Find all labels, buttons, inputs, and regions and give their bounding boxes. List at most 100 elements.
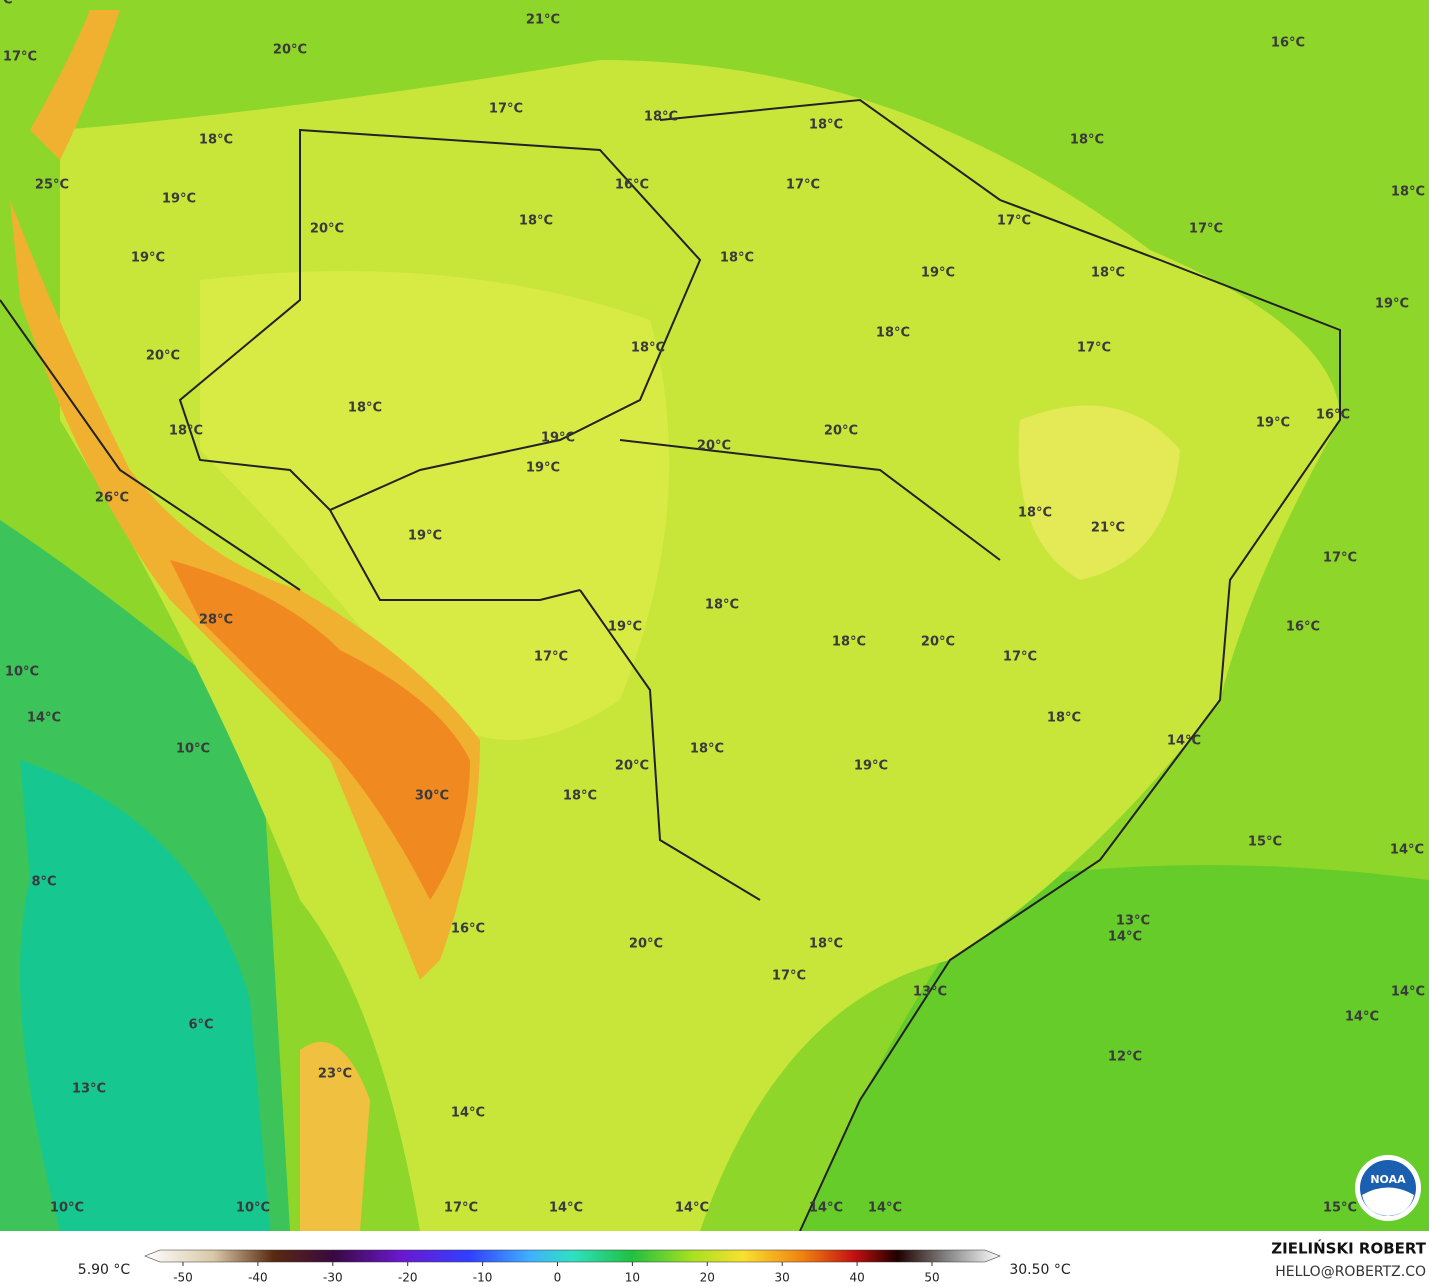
- temperature-label: 17°C: [1323, 551, 1357, 566]
- temperature-label: 18°C: [348, 401, 382, 416]
- credit-email: HELLO@ROBERTZ.CO: [1275, 1264, 1426, 1280]
- temperature-label: 20°C: [615, 759, 649, 774]
- temperature-label: 19°C: [854, 759, 888, 774]
- colorbar-tick-label: 10: [625, 1271, 640, 1285]
- temperature-label: 19°C: [408, 529, 442, 544]
- credit-name: ZIELIŃSKI ROBERT: [1271, 1239, 1426, 1258]
- temperature-label: 18°C: [705, 598, 739, 613]
- map-field: [0, 0, 1429, 1232]
- temperature-label: 18°C: [563, 789, 597, 804]
- temperature-label: 20°C: [273, 43, 307, 58]
- temperature-label: 18°C: [876, 326, 910, 341]
- temperature-label: 9°C: [0, 0, 13, 8]
- temperature-label: 16°C: [1286, 620, 1320, 635]
- temperature-label: 17°C: [444, 1201, 478, 1216]
- temperature-label: 18°C: [1391, 185, 1425, 200]
- temperature-label: 19°C: [921, 266, 955, 281]
- temperature-label: 12°C: [1108, 1050, 1142, 1065]
- temperature-label: 17°C: [1189, 222, 1223, 237]
- temperature-label: 19°C: [131, 251, 165, 266]
- temperature-label: 18°C: [199, 133, 233, 148]
- temperature-label: 14°C: [1390, 843, 1424, 858]
- temperature-label: 14°C: [868, 1201, 902, 1216]
- temperature-label: 18°C: [519, 214, 553, 229]
- temperature-label: 14°C: [809, 1201, 843, 1216]
- temperature-label: 17°C: [1077, 341, 1111, 356]
- temperature-label: 21°C: [1091, 521, 1125, 536]
- colorbar-tick-label: -50: [173, 1271, 193, 1285]
- colorbar-tick-label: -40: [248, 1271, 268, 1285]
- temperature-label: 17°C: [534, 650, 568, 665]
- temperature-label: 14°C: [27, 711, 61, 726]
- temperature-label: 14°C: [1391, 985, 1425, 1000]
- logo-text: NOAA: [1370, 1173, 1406, 1186]
- temperature-label: 16°C: [451, 922, 485, 937]
- colorbar: [144, 1249, 1001, 1263]
- temperature-label: 10°C: [50, 1201, 84, 1216]
- colorbar-max: 30.50 °C: [1009, 1262, 1071, 1278]
- temperature-label: 14°C: [1167, 734, 1201, 749]
- temperature-label: 17°C: [1003, 650, 1037, 665]
- temperature-label: 20°C: [146, 349, 180, 364]
- temperature-label: 16°C: [1271, 36, 1305, 51]
- temperature-label: 16°C: [1316, 408, 1350, 423]
- temperature-label: 10°C: [236, 1201, 270, 1216]
- temperature-label: 18°C: [809, 118, 843, 133]
- temperature-label: 18°C: [1047, 711, 1081, 726]
- temperature-label: 10°C: [176, 742, 210, 757]
- temperature-label: 19°C: [526, 461, 560, 476]
- temperature-label: 19°C: [541, 431, 575, 446]
- temperature-label: 19°C: [1256, 416, 1290, 431]
- temperature-label: 14°C: [675, 1201, 709, 1216]
- temperature-label: 25°C: [35, 178, 69, 193]
- temperature-label: 23°C: [318, 1067, 352, 1082]
- temperature-label: 14°C: [1345, 1010, 1379, 1025]
- temperature-label: 19°C: [608, 620, 642, 635]
- temperature-label: 15°C: [1248, 835, 1282, 850]
- colorbar-tick-label: 40: [849, 1271, 864, 1285]
- temperature-label: 18°C: [1018, 506, 1052, 521]
- temperature-label: 13°C: [1116, 914, 1150, 929]
- temperature-label: 20°C: [824, 424, 858, 439]
- colorbar-tick-label: 0: [554, 1271, 562, 1285]
- temperature-label: 19°C: [162, 192, 196, 207]
- temperature-label: 16°C: [615, 178, 649, 193]
- temperature-label: 18°C: [1091, 266, 1125, 281]
- temperature-label: 21°C: [526, 13, 560, 28]
- temperature-label: 28°C: [199, 613, 233, 628]
- temperature-label: 30°C: [415, 789, 449, 804]
- temperature-label: 10°C: [5, 665, 39, 680]
- temperature-label: 18°C: [720, 251, 754, 266]
- temperature-label: 18°C: [1070, 133, 1104, 148]
- colorbar-tick-label: -30: [323, 1271, 343, 1285]
- temperature-label: 20°C: [697, 439, 731, 454]
- colorbar-tick-label: -20: [398, 1271, 418, 1285]
- temperature-label: 18°C: [169, 424, 203, 439]
- noaa-logo: NOAA: [1355, 1155, 1421, 1221]
- temperature-label: 20°C: [310, 222, 344, 237]
- temperature-label: 18°C: [832, 635, 866, 650]
- temperature-label: 14°C: [549, 1201, 583, 1216]
- colorbar-tick-label: -10: [473, 1271, 493, 1285]
- temperature-label: 26°C: [95, 491, 129, 506]
- temperature-label: 13°C: [913, 985, 947, 1000]
- temperature-label: 6°C: [188, 1018, 213, 1033]
- temperature-label: 17°C: [997, 214, 1031, 229]
- temperature-label: 17°C: [3, 50, 37, 65]
- temperature-label: 17°C: [772, 969, 806, 984]
- temperature-label: 14°C: [1108, 930, 1142, 945]
- temperature-label: 20°C: [629, 937, 663, 952]
- temperature-label: 17°C: [786, 178, 820, 193]
- temperature-label: 18°C: [809, 937, 843, 952]
- colorbar-tick-label: 50: [924, 1271, 939, 1285]
- temperature-label: 13°C: [72, 1082, 106, 1097]
- footer: 5.90 °C 30.50 °C ZIELIŃSKI ROBERT HELLO@…: [0, 1231, 1429, 1287]
- temperature-label: 14°C: [451, 1106, 485, 1121]
- temperature-label: 19°C: [1375, 297, 1409, 312]
- temperature-label: 17°C: [489, 102, 523, 117]
- temperature-label: 18°C: [690, 742, 724, 757]
- colorbar-min: 5.90 °C: [78, 1262, 131, 1278]
- colorbar-tick-label: 30: [775, 1271, 790, 1285]
- temperature-label: 8°C: [31, 875, 56, 890]
